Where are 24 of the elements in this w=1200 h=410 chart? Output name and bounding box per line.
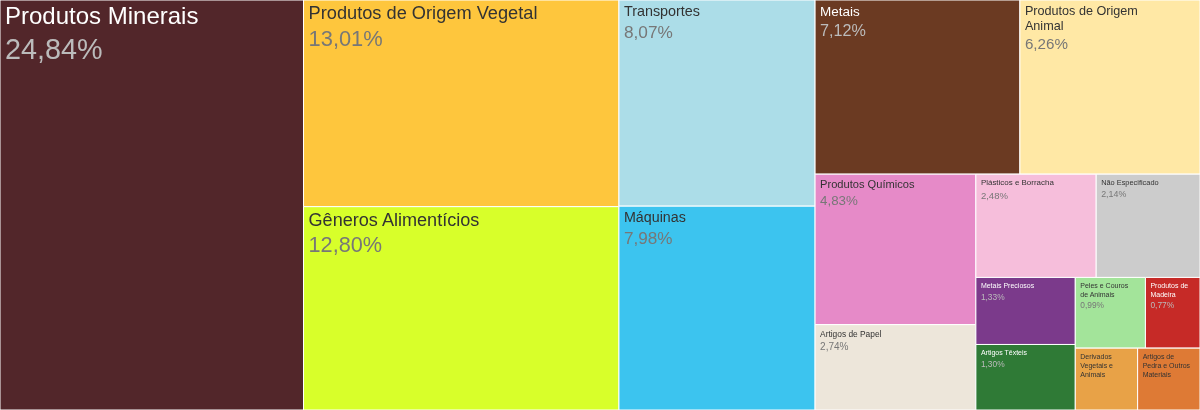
data-label: 4,83% <box>820 193 859 209</box>
category-label: Artigos de Papel <box>820 328 882 339</box>
data-label: 6,26% <box>1024 35 1068 53</box>
data-label: 2,74% <box>820 340 849 352</box>
category-label: Produtos Minerais <box>5 2 199 29</box>
category-label: Metais <box>820 4 861 19</box>
data-label: 24,84% <box>5 32 103 65</box>
data-label: 7,12% <box>820 21 866 40</box>
category-label: Produtos de Origem Vegetal <box>308 2 538 23</box>
data-label: 8,07% <box>623 22 673 43</box>
data-label: 0,77% <box>1150 300 1175 311</box>
data-label: 7,98% <box>623 228 673 249</box>
data-label: 12,80% <box>308 232 383 258</box>
data-label: 0,99% <box>1080 300 1105 311</box>
data-label: 1,30% <box>980 358 1006 369</box>
data-label: 1,33% <box>980 291 1006 302</box>
category-label: Produtos de Origem Animal <box>1024 4 1138 33</box>
category-label: Gêneros Alimentícios <box>308 209 480 230</box>
category-label: Máquinas <box>623 209 686 226</box>
data-label: 2,48% <box>980 189 1009 201</box>
data-label: 2,14% <box>1101 189 1127 200</box>
data-label: 13,01% <box>308 25 383 51</box>
category-label: Produtos Químicos <box>820 178 915 191</box>
category-label: Transportes <box>623 3 701 19</box>
